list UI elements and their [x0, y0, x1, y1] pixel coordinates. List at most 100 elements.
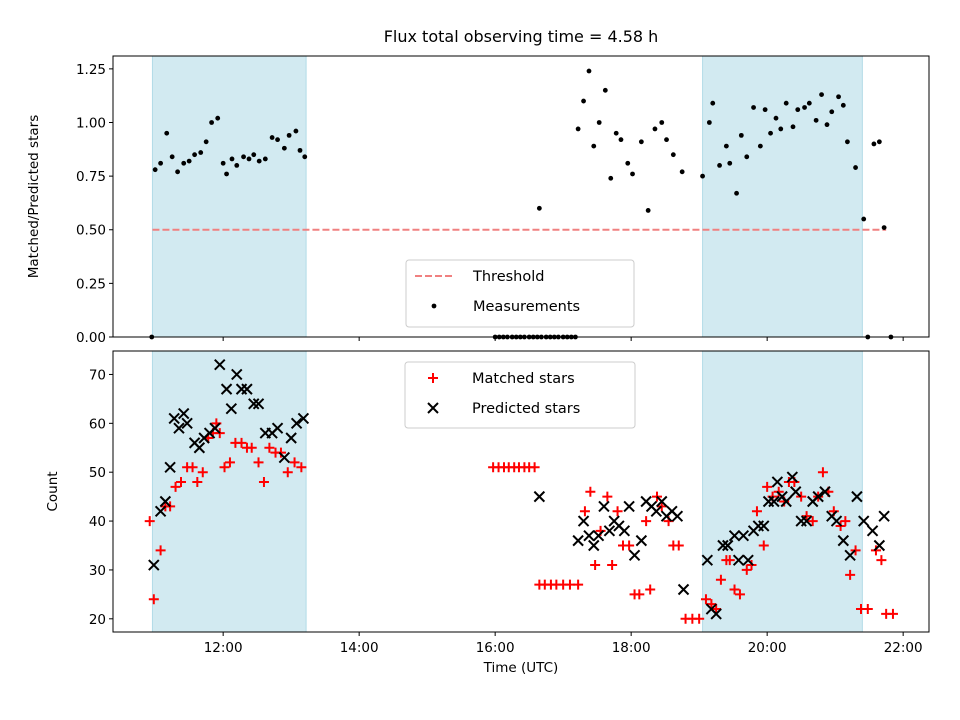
measurements-point [209, 120, 215, 125]
matched-stars-point [612, 506, 623, 517]
predicted-stars-point [837, 534, 850, 547]
measurements-point [757, 143, 763, 149]
predicted-stars-point [623, 500, 635, 513]
measurements-point [224, 171, 229, 177]
measurements-point [215, 115, 221, 121]
matched-stars-point [673, 540, 684, 551]
count-points [144, 358, 898, 624]
measurements-point [778, 126, 784, 132]
predicted-stars-point [844, 549, 856, 561]
measurements-point [630, 171, 635, 177]
measurements-point [581, 98, 586, 104]
predicted-stars-point [285, 432, 297, 444]
matched-stars-point [862, 604, 873, 615]
matched-stars-point [579, 506, 590, 517]
bottom-axes-frame [112, 350, 930, 633]
predicted-stars-point [717, 539, 729, 552]
measurements-point [744, 154, 750, 160]
predicted-stars-point [635, 534, 648, 547]
predicted-stars-point [728, 530, 741, 542]
legend-swatch-measurements [431, 303, 437, 309]
matched-stars-point [170, 481, 181, 492]
predicted-stars-point [732, 554, 745, 566]
measurements-point [762, 107, 768, 113]
predicted-stars-point [193, 442, 206, 454]
measurements-point [861, 216, 867, 222]
matched-stars-point [236, 437, 247, 448]
predicted-stars-point [858, 515, 870, 527]
predicted-stars-point [252, 398, 265, 410]
predicted-stars-point [214, 358, 226, 371]
matched-stars-point [197, 467, 208, 478]
predicted-stars-point [812, 490, 824, 503]
shaded-interval-2 [702, 55, 863, 338]
matched-stars-point [264, 442, 275, 453]
predicted-stars-point [722, 539, 734, 552]
matched-stars-point [700, 594, 711, 605]
predicted-stars-point [231, 368, 243, 381]
matched-stars-point [807, 516, 818, 527]
top-panel: 0.00 0.25 0.50 0.75 1.00 1.25 Flux total obse… [26, 27, 930, 346]
predicted-stars-point [878, 510, 890, 522]
matched-stars-point [253, 457, 264, 468]
measurements-point [613, 130, 619, 136]
measurements-point [783, 100, 789, 106]
matched-stars-point [289, 457, 300, 468]
matched-stars-point [796, 491, 807, 502]
measurements-point [293, 128, 299, 134]
predicted-stars-point [873, 539, 886, 552]
matched-stars-point [694, 613, 705, 624]
measurements-point [241, 154, 246, 160]
matched-stars-point [845, 569, 856, 580]
bottom-y-axis-label: Count [45, 471, 61, 511]
predicted-stars-point [671, 510, 684, 522]
measurements-point [638, 139, 644, 145]
measurements-point [234, 162, 240, 168]
legend-label-measurements: Measurements [473, 299, 580, 315]
measurements-point [829, 109, 835, 115]
predicted-stars-point [148, 559, 160, 571]
predicted-stars-point [220, 383, 233, 395]
top-y-ticks: 0.00 0.25 0.50 0.75 1.00 1.25 [76, 62, 113, 346]
measurements-point [536, 205, 542, 211]
y-tick-label: 1.25 [76, 62, 106, 78]
measurements-point [840, 102, 846, 108]
predicted-stars-point [168, 412, 180, 425]
predicted-stars-point [737, 530, 750, 542]
matched-stars-point [887, 608, 898, 619]
measurements-point [659, 120, 665, 125]
measurements-point [773, 115, 779, 121]
matched-stars-point [711, 604, 722, 615]
matched-stars-point [817, 467, 828, 478]
measurements-point [645, 208, 651, 213]
predicted-stars-point [173, 422, 185, 434]
measurements-point [608, 175, 614, 181]
predicted-stars-point [656, 495, 668, 508]
matched-stars-point [850, 545, 861, 556]
predicted-stars-point [628, 549, 641, 561]
y-tick-label: 0.00 [76, 330, 106, 346]
predicted-stars-point [866, 525, 879, 537]
predicted-stars-point [159, 495, 172, 508]
predicted-stars-point [677, 583, 690, 596]
measurements-point [198, 150, 204, 155]
bottom-legend: Matched stars Predicted stars [404, 361, 636, 429]
y-tick-label: 0.75 [76, 169, 106, 185]
matched-stars-point [751, 506, 762, 517]
matched-stars-point [144, 516, 155, 527]
measurements-point [251, 152, 257, 158]
y-tick-label: 40 [89, 514, 106, 530]
measurements-point [246, 156, 252, 162]
measurements-point [181, 160, 187, 166]
measurements-point [281, 145, 287, 151]
matched-stars-point [296, 462, 307, 473]
matched-stars-point [585, 486, 596, 497]
legend-box [404, 361, 636, 429]
measurements-point [256, 158, 262, 164]
top-axes-frame [112, 55, 930, 338]
matched-stars-point [801, 511, 812, 522]
predicted-stars-point [248, 398, 260, 410]
predicted-stars-point [209, 422, 221, 434]
predicted-stars-point [786, 471, 799, 483]
